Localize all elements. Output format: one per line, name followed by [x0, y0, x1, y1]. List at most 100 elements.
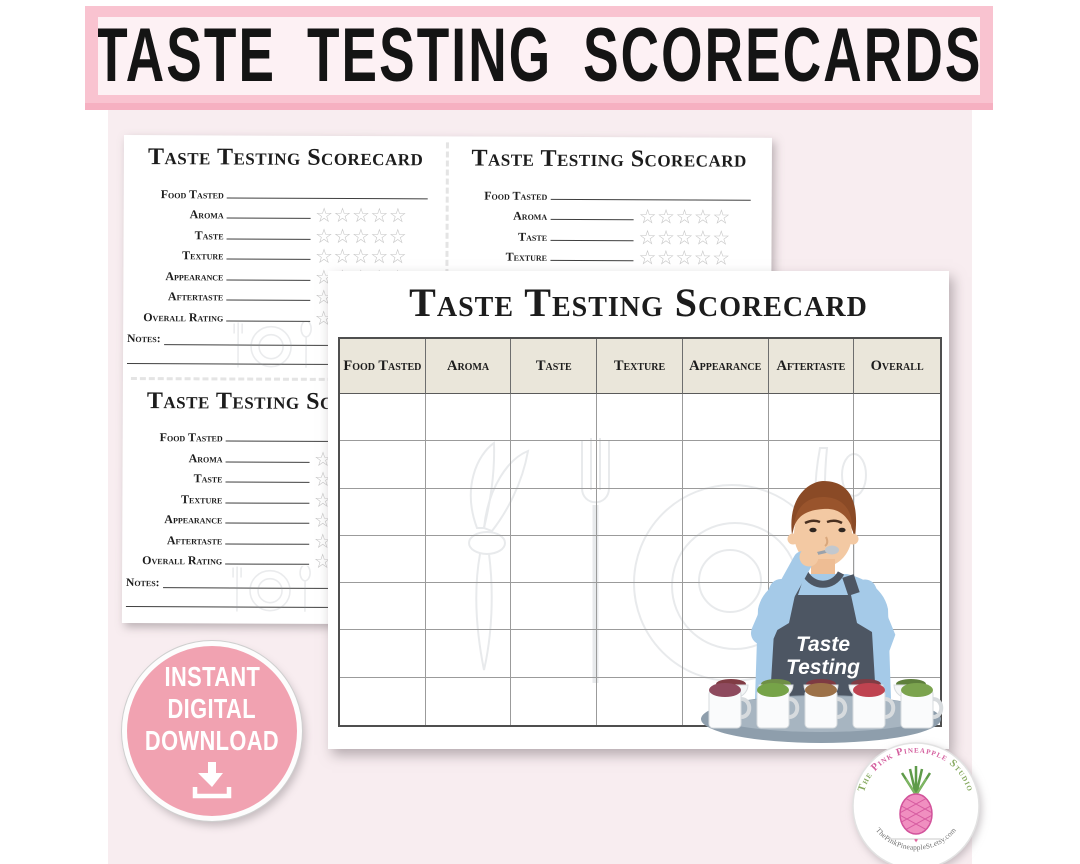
apron: [770, 595, 876, 699]
field-line: [225, 543, 309, 545]
field-line: [550, 219, 634, 221]
pineapple-icon: [899, 766, 933, 835]
column-header: Appearance: [682, 339, 769, 394]
notes-label: Notes:: [126, 576, 160, 590]
title-banner: TASTE TESTING SCORECARDS: [85, 6, 993, 110]
field-row: Aroma ☆☆☆☆☆: [124, 200, 448, 228]
table-cell: [597, 677, 683, 726]
table-cell: [597, 630, 683, 678]
page-title: TASTE TESTING SCORECARDS: [98, 17, 980, 95]
field-row: Food Tasted: [447, 181, 771, 203]
taste-tester: Taste Testing: [751, 481, 896, 699]
table-cell: [768, 394, 855, 442]
star-rating: ☆☆☆☆☆: [314, 244, 408, 269]
table-cell: [682, 394, 769, 442]
star-rating: ☆☆☆☆☆: [638, 225, 731, 250]
field-label: Food Tasted: [159, 430, 223, 445]
sample-mugs: [708, 683, 944, 729]
field-line: [225, 502, 309, 504]
table-cell: [854, 583, 940, 631]
field-label: Overall Rating: [142, 553, 223, 568]
field-row: Taste ☆☆☆☆☆: [124, 220, 448, 249]
table-cell: [854, 489, 940, 536]
field-label: Food Tasted: [160, 187, 224, 202]
column-header: Aftertaste: [768, 339, 855, 394]
download-icon: [192, 761, 232, 799]
field-label: Aftertaste: [167, 289, 224, 304]
table-cell: [340, 488, 426, 536]
star-rating: ☆☆☆☆☆: [315, 203, 408, 228]
field-line: [226, 217, 311, 220]
spoon-icon: [300, 321, 312, 338]
spoon-icon: [299, 564, 311, 582]
table-cell: [340, 583, 426, 631]
star-rating: ☆☆☆☆☆: [638, 245, 731, 271]
mini-place-setting-watermark: [233, 321, 312, 368]
field-row: Food Tasted: [124, 179, 448, 201]
field-label: Food Tasted: [484, 188, 548, 203]
apron-text: Taste: [796, 633, 850, 656]
badge-text: DOWNLOAD: [144, 724, 280, 756]
badge-text: DIGITAL: [167, 693, 257, 725]
table-cell: [511, 394, 598, 442]
field-label: Aroma: [189, 207, 224, 222]
field-line: [225, 522, 309, 525]
field-line: [225, 461, 310, 463]
column-header: Food Tasted: [340, 339, 426, 394]
table-cell: [340, 394, 426, 442]
instant-download-badge: INSTANT DIGITAL DOWNLOAD: [122, 641, 302, 821]
field-line: [549, 260, 634, 262]
table-cell: [425, 488, 512, 536]
field-line: [226, 238, 311, 240]
field-label: Texture: [181, 492, 223, 507]
mini-place-setting-watermark: [232, 564, 311, 612]
table-cell: [340, 677, 426, 726]
scorecard-table: Food Tasted Aroma Taste Texture Appearance Af…: [338, 337, 942, 728]
field-line: [225, 481, 309, 484]
table-cell: [425, 630, 512, 678]
front-scorecard: Taste Testing Scorecard: [328, 271, 949, 749]
field-label: Texture: [505, 250, 548, 265]
table-cell: [511, 441, 598, 489]
table-cell: [854, 441, 940, 489]
star-rating: ☆☆☆☆☆: [315, 223, 408, 249]
table-cell: [682, 535, 769, 584]
field-label: Overall Rating: [143, 309, 224, 325]
notes-label: Notes:: [127, 333, 161, 346]
table-cell: [597, 394, 683, 442]
svg-text:♥: ♥: [914, 838, 918, 845]
mini-card-title: Taste Testing Scorecard: [147, 144, 424, 172]
table-cell: [426, 677, 512, 726]
field-row: Aroma ☆☆☆☆☆: [447, 201, 771, 229]
column-header: Overall: [854, 339, 940, 394]
mini-scorecard: Taste Testing Scorecard Food Tasted Aroma ☆…: [123, 135, 448, 380]
field-line: [550, 239, 634, 242]
table-cell: [511, 488, 598, 536]
apron-text: Testing: [786, 656, 860, 679]
plate-icon: [249, 569, 291, 611]
table-cell: [682, 488, 769, 536]
field-label: Taste: [518, 229, 548, 244]
table-cell: [597, 535, 683, 584]
table-cell: [340, 535, 426, 584]
field-row: Texture ☆☆☆☆☆: [447, 242, 771, 271]
field-line: [550, 198, 751, 201]
plate-icon: [250, 325, 292, 368]
table-cell: [597, 583, 683, 631]
field-label: Texture: [182, 248, 224, 263]
scorecard-title: Taste Testing Scorecard: [409, 280, 868, 325]
field-row: Taste ☆☆☆☆☆: [447, 222, 771, 250]
field-label: Appearance: [164, 512, 223, 527]
table-cell: [425, 441, 512, 489]
table-cell: [511, 535, 598, 584]
fork-icon: [233, 322, 243, 368]
table-cell: [425, 535, 512, 584]
studio-logo: The Pink Pineapple Studio ♥ ThePinkPinea…: [852, 742, 980, 864]
mini-card-title: Taste Testing Scorecard: [471, 145, 747, 173]
table-cell: [511, 677, 598, 726]
field-row: Texture ☆☆☆☆☆: [123, 241, 447, 269]
table-cell: [597, 488, 683, 536]
field-line: [226, 279, 310, 281]
